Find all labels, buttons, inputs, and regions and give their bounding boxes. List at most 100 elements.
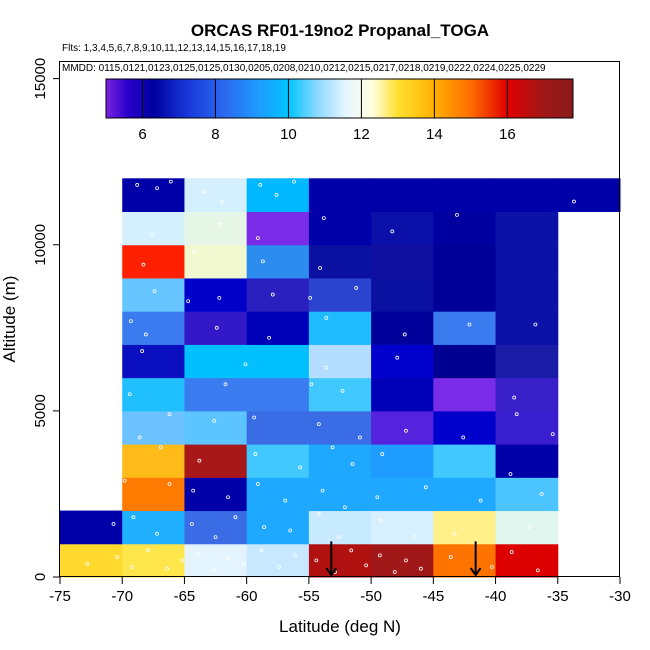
sample-point bbox=[137, 435, 142, 440]
heatmap-cell bbox=[122, 510, 185, 545]
heatmap-cell bbox=[184, 377, 248, 412]
sample-point bbox=[324, 315, 329, 320]
sample-point bbox=[452, 531, 457, 536]
sample-point bbox=[343, 505, 347, 510]
colorbar-tick-label: 10 bbox=[280, 126, 297, 143]
heatmap-cell bbox=[495, 211, 559, 246]
chart-title: ORCAS RF01-19no2 Propanal_TOGA bbox=[191, 21, 489, 40]
heatmap-cell bbox=[371, 410, 434, 445]
heatmap-cell bbox=[433, 377, 497, 412]
sample-point bbox=[202, 189, 207, 194]
colorbar: 6 8 10 12 14 16 bbox=[105, 78, 574, 143]
sample-point bbox=[152, 289, 157, 294]
heatmap-cell bbox=[495, 311, 559, 345]
heatmap-cell bbox=[371, 344, 434, 379]
sample-point bbox=[155, 531, 159, 536]
heatmap-cell bbox=[122, 178, 185, 213]
heatmap-cell bbox=[308, 344, 372, 379]
heatmap-cell bbox=[371, 311, 434, 345]
sample-point bbox=[255, 236, 260, 240]
heatmap-cell bbox=[371, 543, 434, 578]
plot-frame bbox=[59, 61, 620, 577]
sample-point bbox=[212, 418, 217, 423]
x-tick-label: -30 bbox=[609, 588, 631, 605]
heatmap-cell bbox=[495, 444, 559, 478]
sample-point bbox=[274, 193, 279, 197]
heatmap-cell bbox=[308, 410, 372, 445]
heatmap-cell bbox=[495, 543, 559, 578]
sample-point bbox=[127, 392, 132, 397]
sample-point bbox=[223, 382, 228, 387]
colorbar-tick-label: 14 bbox=[426, 126, 443, 143]
sample-point bbox=[242, 561, 247, 566]
colorbar-tick-label: 16 bbox=[499, 126, 516, 143]
heatmap-cell bbox=[308, 543, 372, 578]
heatmap-cell bbox=[184, 510, 248, 545]
sample-point bbox=[349, 548, 354, 553]
heatmap-cell bbox=[184, 244, 248, 279]
sample-point bbox=[404, 558, 408, 563]
heatmap-cell bbox=[246, 410, 310, 445]
y-tick-label: 10000 bbox=[32, 224, 49, 266]
heatmap-cell bbox=[433, 444, 497, 478]
sample-point bbox=[390, 229, 395, 234]
colorbar-gradient bbox=[105, 78, 574, 119]
sample-point bbox=[283, 498, 288, 503]
x-tick-label: -65 bbox=[174, 588, 196, 605]
sample-point bbox=[258, 183, 263, 187]
x-tick-label: -35 bbox=[547, 588, 569, 605]
sample-point bbox=[508, 472, 513, 476]
sample-point bbox=[267, 335, 271, 340]
sample-point bbox=[535, 568, 540, 573]
heatmap-cell bbox=[433, 277, 497, 312]
sample-point bbox=[197, 458, 202, 463]
sample-point bbox=[509, 550, 514, 554]
sample-point bbox=[186, 299, 191, 304]
sample-point bbox=[85, 561, 90, 566]
sample-point bbox=[192, 249, 197, 254]
heatmap-cell bbox=[122, 444, 185, 478]
heatmap-cell bbox=[122, 543, 185, 578]
sample-point bbox=[141, 262, 146, 267]
x-tick-label: -55 bbox=[298, 588, 320, 605]
sample-point bbox=[226, 556, 230, 561]
sample-point bbox=[364, 563, 369, 568]
heatmap-cell bbox=[122, 311, 185, 345]
sample-point bbox=[135, 183, 140, 187]
sample-point bbox=[167, 412, 172, 417]
sample-point bbox=[131, 515, 136, 520]
heatmap-cell bbox=[371, 178, 434, 213]
sample-point bbox=[418, 566, 423, 571]
heatmap-cell bbox=[122, 277, 185, 312]
sample-point bbox=[395, 355, 400, 360]
heatmap-cell bbox=[371, 477, 434, 512]
heatmap-cells bbox=[60, 178, 621, 578]
heatmap-cell bbox=[246, 510, 310, 545]
heatmap-cell bbox=[433, 244, 497, 279]
sample-point bbox=[358, 435, 362, 440]
sample-point bbox=[212, 568, 217, 573]
sample-point bbox=[122, 478, 127, 483]
sample-point bbox=[217, 296, 222, 300]
sample-point bbox=[330, 445, 335, 450]
sample-point bbox=[533, 322, 538, 327]
sample-point bbox=[130, 565, 135, 569]
heatmap-cell bbox=[122, 211, 185, 246]
heatmap-cell bbox=[308, 244, 372, 279]
sample-point bbox=[288, 528, 293, 533]
x-tick-label: -40 bbox=[485, 588, 507, 605]
heatmap-cell bbox=[122, 244, 185, 279]
sample-point bbox=[377, 553, 382, 558]
heatmap-cell bbox=[308, 277, 372, 312]
heatmap-cell bbox=[371, 377, 434, 412]
heatmap-cell bbox=[433, 178, 497, 213]
sample-point bbox=[226, 495, 230, 500]
sample-point bbox=[155, 186, 159, 191]
sample-point bbox=[260, 259, 265, 264]
x-tick-label: -70 bbox=[111, 588, 133, 605]
sample-point bbox=[308, 296, 313, 300]
heatmap-cell bbox=[433, 410, 497, 445]
sample-point bbox=[293, 553, 298, 558]
colorbar-tick-label: 6 bbox=[138, 126, 146, 143]
sample-point bbox=[115, 555, 120, 559]
